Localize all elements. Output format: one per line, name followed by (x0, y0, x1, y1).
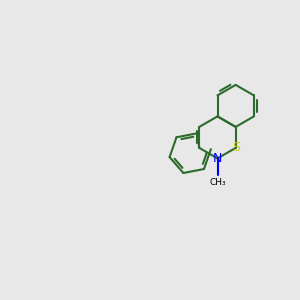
Text: S: S (232, 141, 240, 154)
Text: CH₃: CH₃ (209, 178, 226, 187)
Text: N: N (213, 152, 222, 165)
